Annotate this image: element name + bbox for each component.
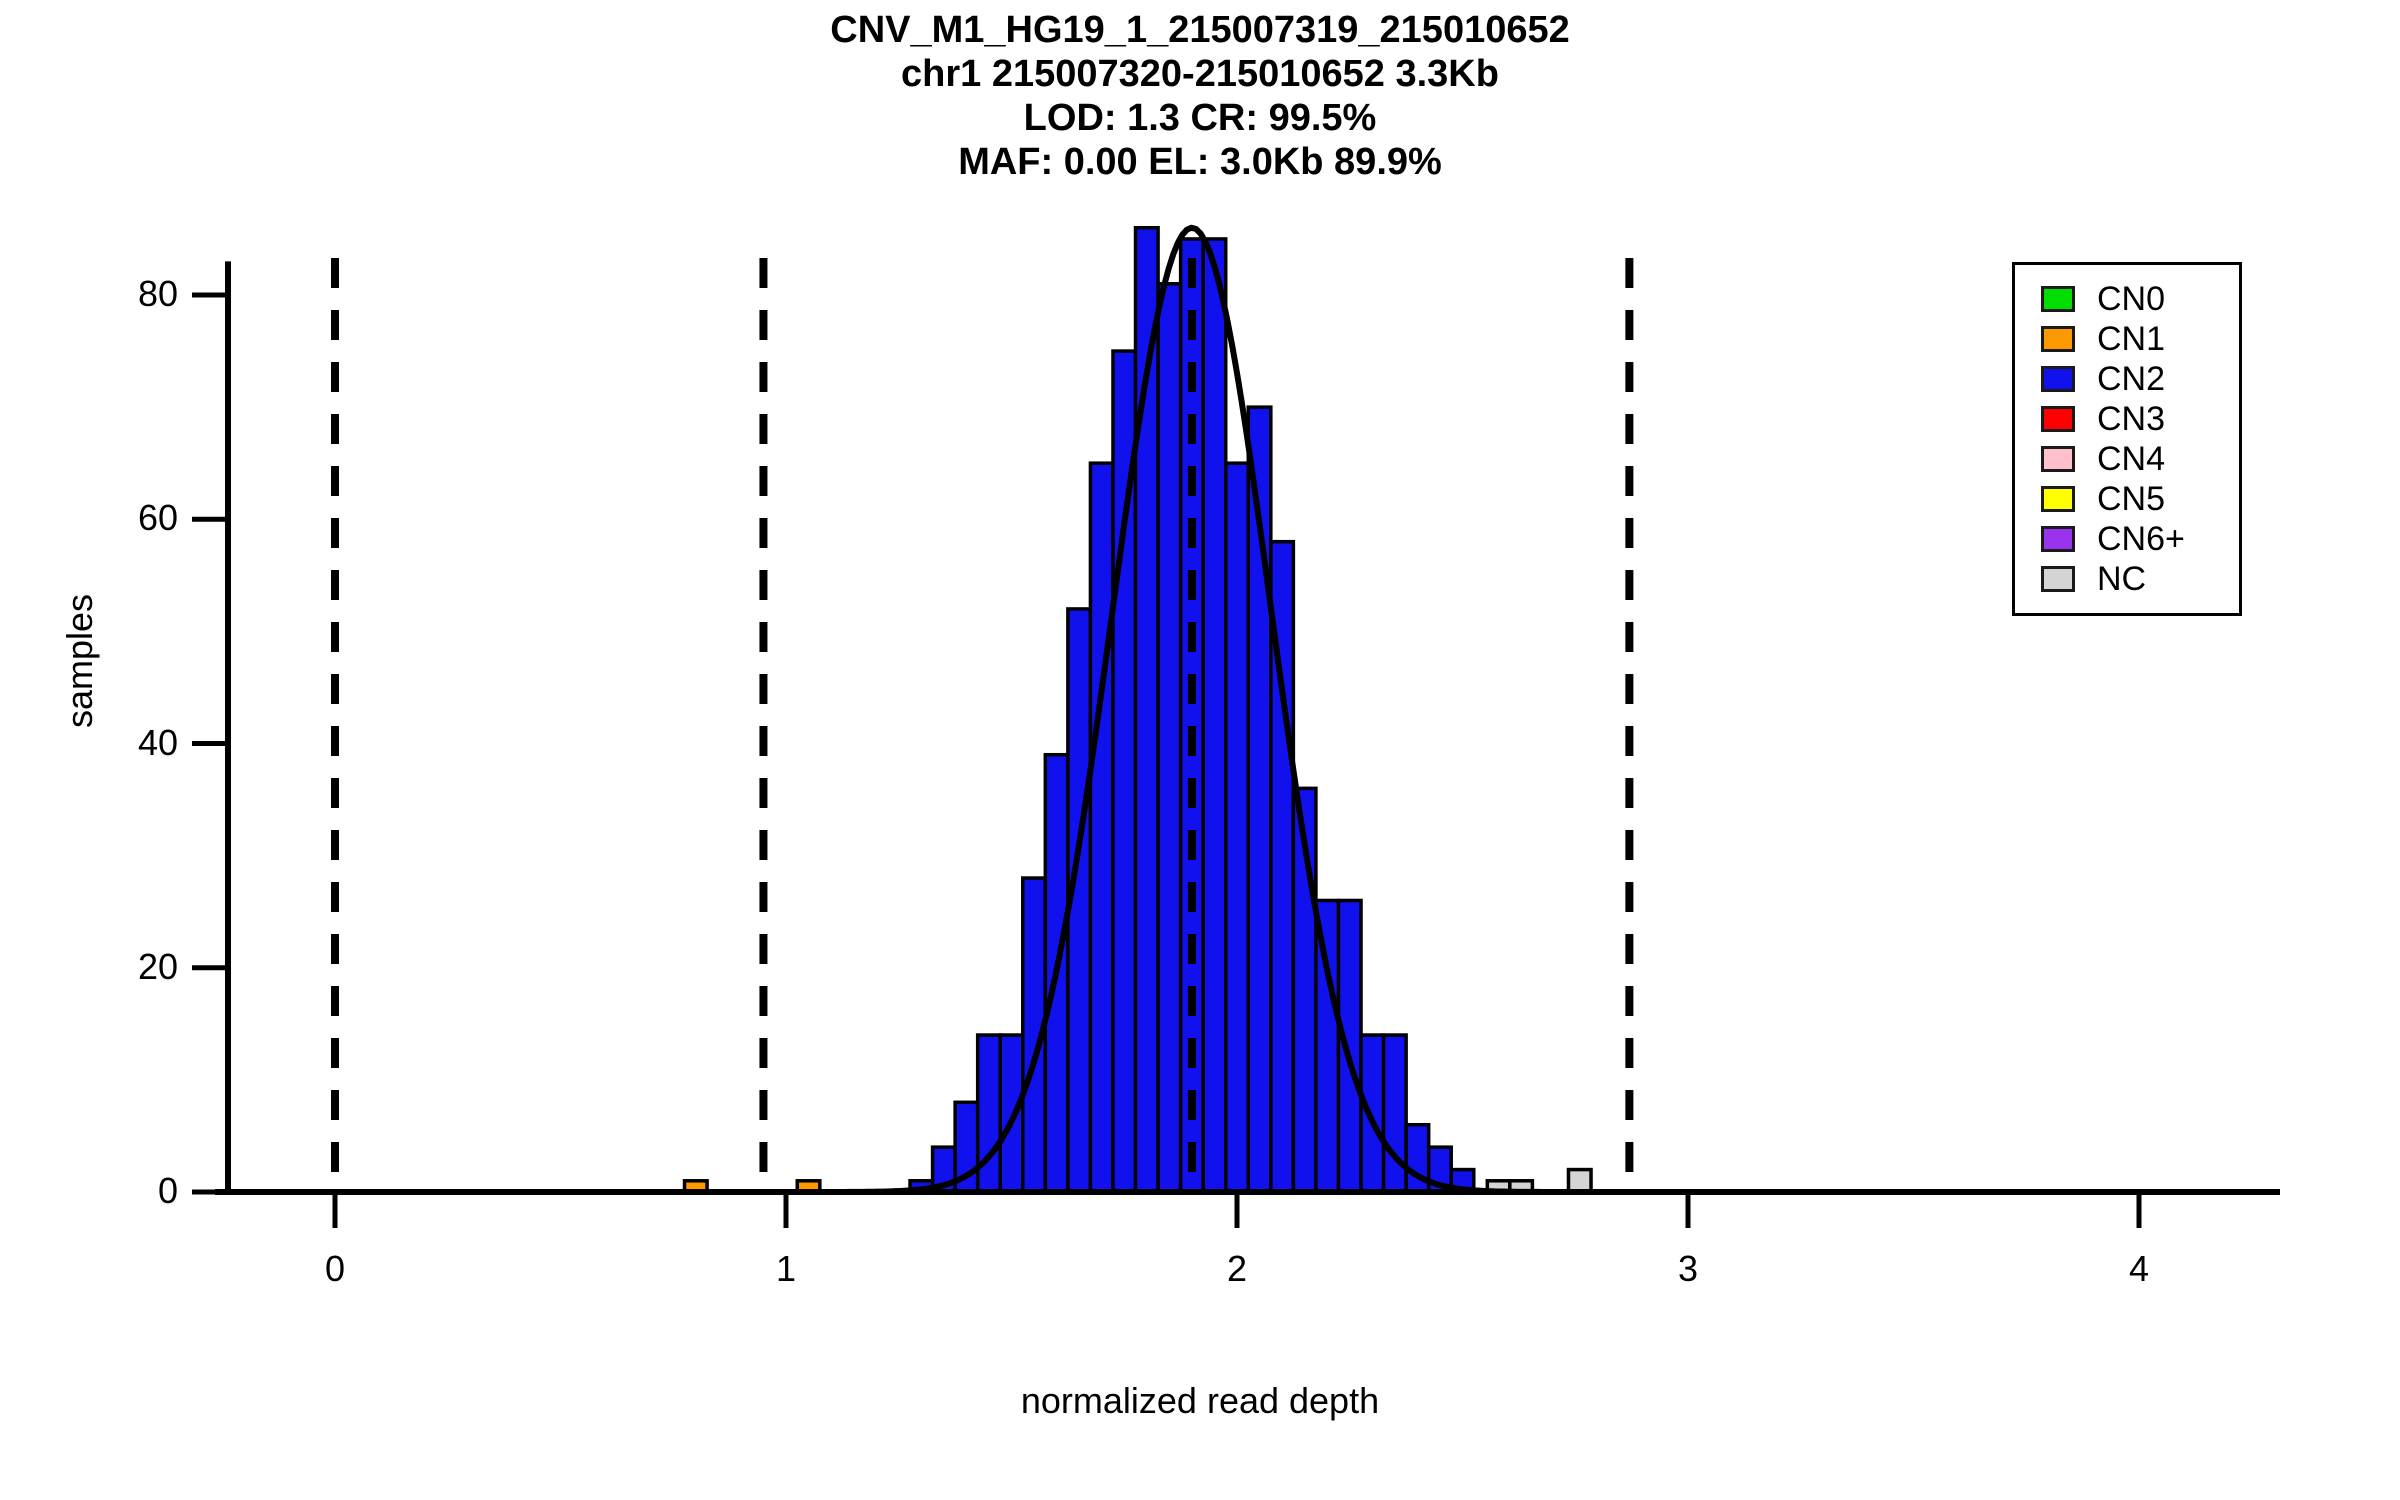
legend-item-label: CN4 [2097, 440, 2166, 478]
y-tick-label: 60 [137, 497, 178, 539]
legend-item-cn4: CN4 [2015, 439, 2239, 479]
legend-swatch-icon [2041, 286, 2075, 312]
legend-item-cn1: CN1 [2015, 319, 2239, 359]
y-tick-label: 0 [157, 1170, 178, 1211]
legend-item-label: CN2 [2097, 360, 2166, 398]
legend-swatch-icon [2041, 446, 2075, 472]
legend-item-label: CN5 [2097, 480, 2166, 518]
histogram-bar [1223, 461, 1251, 1194]
x-tick-label: 1 [775, 1248, 797, 1289]
legend-item-label: CN1 [2097, 320, 2166, 358]
y-tick-label: 80 [137, 273, 178, 314]
legend-swatch-icon [2041, 526, 2075, 552]
legend-swatch-icon [2041, 406, 2075, 432]
histogram-bar [1156, 282, 1183, 1194]
x-tick-label: 3 [1677, 1248, 1699, 1289]
legend-item-label: CN6+ [2097, 520, 2185, 558]
y-axis-title: samples [59, 593, 100, 729]
legend-swatch-icon [2041, 566, 2075, 592]
legend-item-cn6plus: CN6+ [2015, 519, 2239, 559]
title-line-1: CNV_M1_HG19_1_215007319_215010652 [830, 9, 1570, 51]
chart-title: CNV_M1_HG19_1_215007319_215010652 chr1 2… [0, 8, 2400, 184]
legend-item-label: NC [2097, 560, 2147, 598]
legend-item-nc: NC [2015, 559, 2239, 599]
title-line-4: MAF: 0.00 EL: 3.0Kb 89.9% [958, 141, 1442, 183]
legend-item-label: CN3 [2097, 400, 2166, 438]
legend-swatch-icon [2041, 366, 2075, 392]
title-line-3: LOD: 1.3 CR: 99.5% [1023, 97, 1377, 139]
x-tick-label: 2 [1226, 1248, 1248, 1289]
legend-item-cn2: CN2 [2015, 359, 2239, 399]
legend-item-label: CN0 [2097, 280, 2166, 318]
histogram-bar [1088, 461, 1115, 1194]
x-axis-title: normalized read depth [1020, 1380, 1380, 1421]
y-tick-label: 20 [137, 945, 178, 987]
legend-swatch-icon [2041, 486, 2075, 512]
legend-box: CN0 CN1 CN2 CN3 CN4 CN5 CN6+ NC [2012, 262, 2242, 616]
histogram-bars [682, 225, 1593, 1194]
histogram-bar [998, 1033, 1025, 1194]
histogram-bar [1201, 237, 1228, 1194]
x-tick-label: 0 [324, 1248, 346, 1289]
legend-swatch-icon [2041, 326, 2075, 352]
histogram-bar [1336, 898, 1363, 1194]
x-tick-label: 4 [2128, 1248, 2150, 1289]
histogram-bar [1566, 1167, 1593, 1194]
legend-item-cn5: CN5 [2015, 479, 2239, 519]
y-tick-label: 40 [137, 721, 178, 763]
legend-item-cn3: CN3 [2015, 399, 2239, 439]
legend-item-cn0: CN0 [2015, 279, 2239, 319]
title-line-2: chr1 215007320-215010652 3.3Kb [901, 53, 1499, 95]
histogram-bar [1359, 1033, 1386, 1194]
